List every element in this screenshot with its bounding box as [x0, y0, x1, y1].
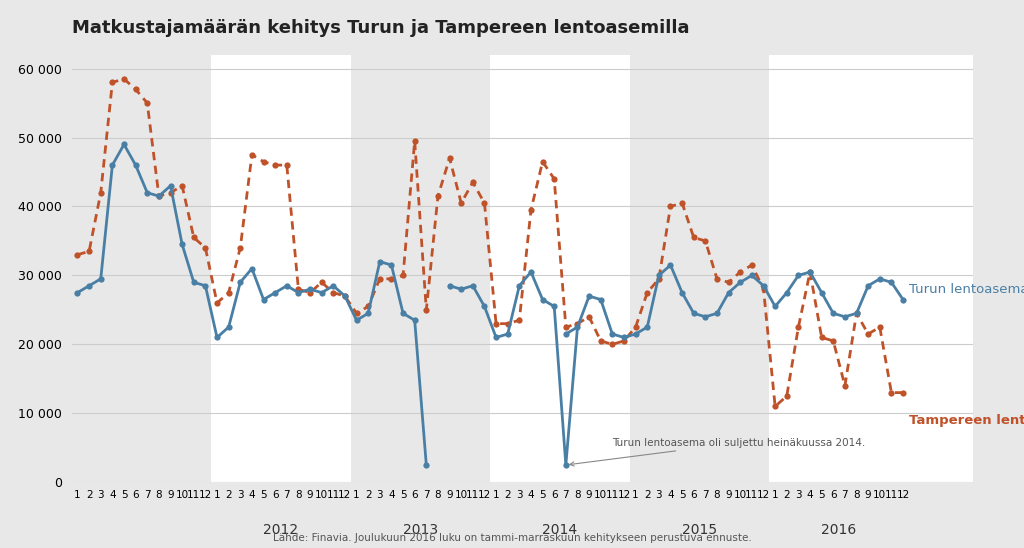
Text: 2015: 2015 — [682, 523, 717, 537]
Bar — [351, 55, 490, 482]
Text: Tampereen lentoasema: Tampereen lentoasema — [909, 414, 1024, 427]
Text: 2016: 2016 — [821, 523, 857, 537]
Text: Turun lentoasema: Turun lentoasema — [909, 283, 1024, 296]
Text: Matkustajamäärän kehitys Turun ja Tampereen lentoasemilla: Matkustajamäärän kehitys Turun ja Tamper… — [72, 19, 689, 37]
Text: 2014: 2014 — [543, 523, 578, 537]
Bar — [630, 55, 769, 482]
Bar — [72, 55, 211, 482]
Text: 2012: 2012 — [263, 523, 299, 537]
Text: 2013: 2013 — [402, 523, 438, 537]
Text: Turun lentoasema oli suljettu heinäkuussa 2014.: Turun lentoasema oli suljettu heinäkuuss… — [569, 438, 865, 466]
Text: Lähde: Finavia. Joulukuun 2016 luku on tammi-marraskuun kehitykseen perustuva en: Lähde: Finavia. Joulukuun 2016 luku on t… — [272, 533, 752, 543]
